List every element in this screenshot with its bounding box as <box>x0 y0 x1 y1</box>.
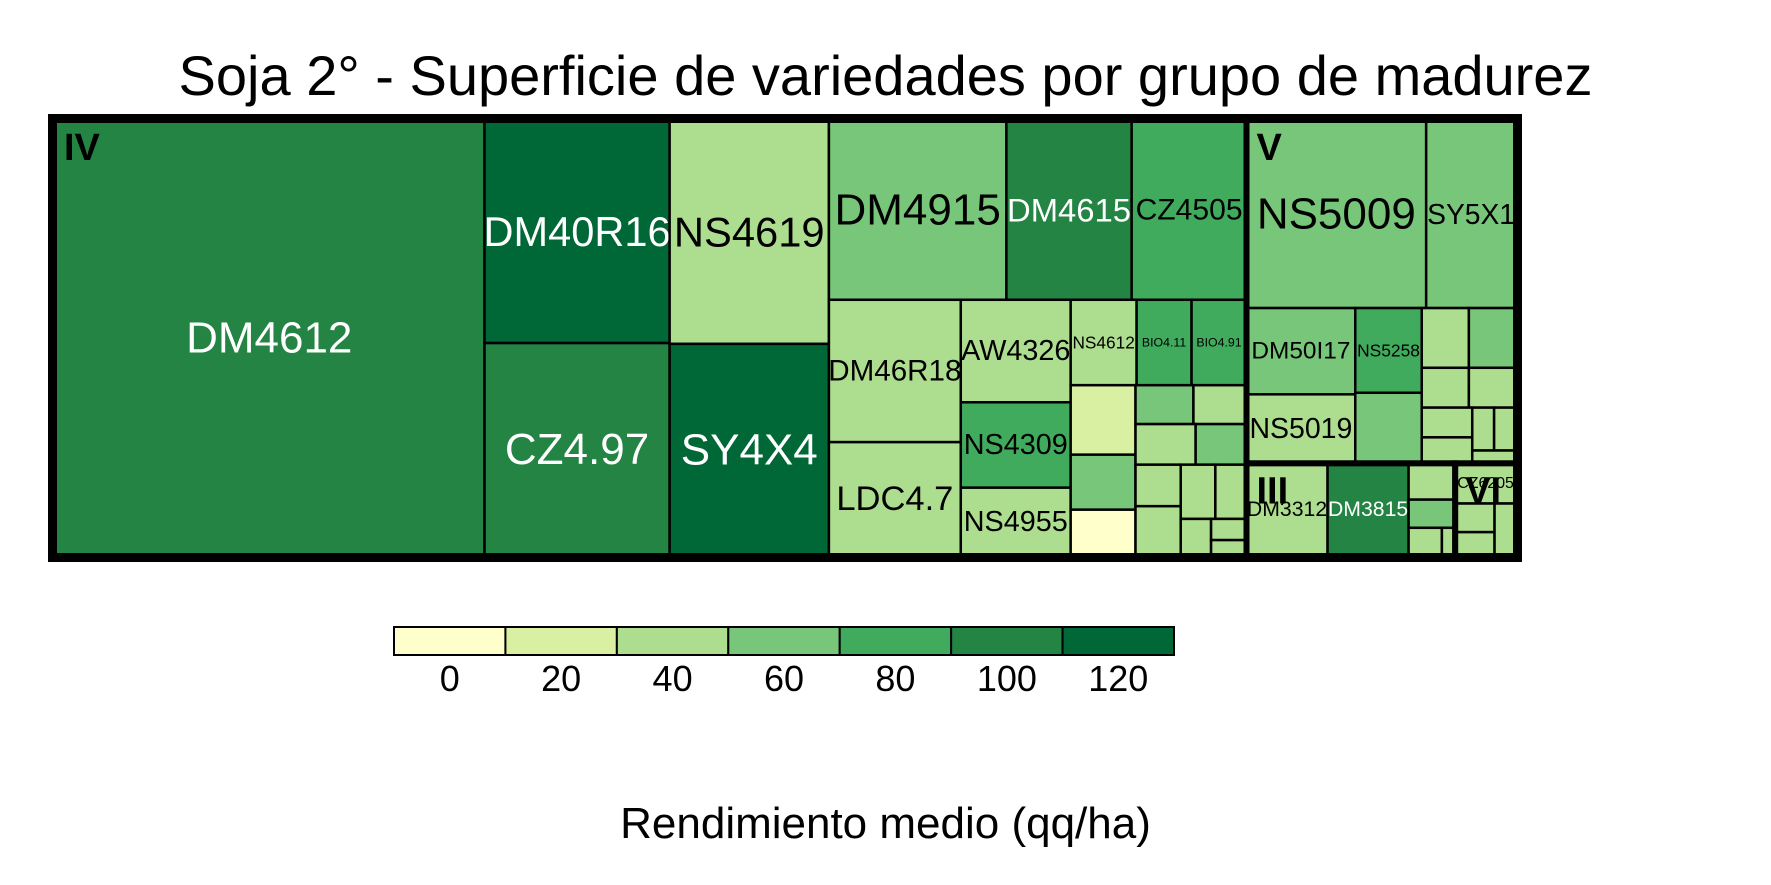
legend-swatch <box>393 626 507 656</box>
treemap-border <box>48 114 1522 562</box>
treemap-cell <box>1134 463 1182 508</box>
treemap-cell <box>1179 517 1213 558</box>
group-label: V <box>1257 127 1283 169</box>
cell-label: NS5019 <box>1249 413 1352 445</box>
cell-label: AW4326 <box>961 335 1070 367</box>
legend-swatch <box>838 626 953 656</box>
group-vi: CZ6205 <box>1453 462 1518 558</box>
treemap-cell <box>827 298 963 444</box>
treemap-cell <box>1420 366 1471 409</box>
treemap-cell <box>1179 463 1217 521</box>
treemap-cell <box>1492 406 1518 452</box>
legend-swatch <box>727 626 841 656</box>
treemap-cell <box>1407 526 1444 558</box>
treemap-cell <box>827 440 963 558</box>
cell-label: DM50I17 <box>1251 338 1350 365</box>
group-label: VI <box>1465 470 1501 512</box>
cell-label: SY4X4 <box>681 425 818 474</box>
legend-swatch <box>1061 626 1175 656</box>
legend-swatch <box>950 626 1064 656</box>
cell-label: NS4619 <box>674 208 825 255</box>
treemap-cell <box>1407 462 1457 501</box>
cell-label: BIO4.11 <box>1142 335 1186 349</box>
cell-label: NS4955 <box>964 506 1068 538</box>
cell-label: DM4612 <box>186 314 352 363</box>
treemap-cell <box>1069 383 1137 456</box>
cell-label: LDC4.7 <box>836 480 953 518</box>
legend-tick-label: 20 <box>541 658 581 699</box>
cell-label: NS4309 <box>964 429 1068 461</box>
treemap-cell <box>1069 453 1137 511</box>
treemap-cell <box>959 401 1072 489</box>
treemap-cell <box>1420 436 1474 465</box>
legend-tick-label: 80 <box>875 658 915 699</box>
cell-label: DM46R18 <box>828 354 961 387</box>
treemap-cell <box>483 341 671 558</box>
group-v: NS5009 SY5X1 DM50I17 NS5019 NS5258 <box>1245 118 1518 465</box>
treemap-cell <box>1453 462 1518 505</box>
treemap-cell <box>1134 504 1182 558</box>
cell-label: BIO4.91 <box>1196 335 1241 349</box>
treemap-cell <box>1470 406 1496 452</box>
group-iii: DM3312 DM3815 <box>1245 462 1457 558</box>
group-label: IV <box>64 127 101 169</box>
legend-swatch <box>615 626 730 656</box>
treemap-cell <box>1245 393 1357 465</box>
treemap-cell <box>1135 298 1193 387</box>
cell-label: DM3815 <box>1328 498 1408 521</box>
treemap-cell <box>1467 306 1518 370</box>
treemap-cell <box>1069 298 1138 387</box>
legend-tick-label: 60 <box>764 658 804 699</box>
cell-label: NS5009 <box>1257 190 1416 239</box>
treemap-cell <box>1245 118 1428 310</box>
treemap-cell <box>959 486 1072 558</box>
legend-swatch <box>504 626 618 656</box>
cell-label: SY5X1 <box>1427 198 1515 230</box>
treemap-cell <box>1245 462 1329 558</box>
treemap-cell <box>1467 366 1518 409</box>
legend-tick-label: 40 <box>653 658 693 699</box>
treemap-cell <box>1130 118 1248 302</box>
treemap-cell <box>52 118 486 558</box>
legend-title: Rendimiento medio (qq/ha) <box>620 799 1151 848</box>
treemap-cell <box>1354 391 1423 465</box>
treemap-cell <box>1326 462 1410 558</box>
treemap-cell <box>1214 463 1248 521</box>
treemap-cell <box>1069 508 1137 558</box>
cell-label: CZ4.97 <box>505 425 649 474</box>
treemap-cell <box>1424 118 1518 310</box>
cell-label: NS4612 <box>1072 332 1134 352</box>
treemap-cell <box>1407 498 1457 530</box>
treemap-cell <box>1453 530 1496 558</box>
cell-label: NS5258 <box>1357 340 1420 360</box>
treemap-cell <box>1192 383 1248 426</box>
cell-label: DM40R16 <box>484 208 671 255</box>
cell-label: CZ6205 <box>1457 475 1514 492</box>
treemap-cell <box>1134 422 1197 466</box>
treemap-cell <box>1209 517 1248 542</box>
group-label: III <box>1257 470 1289 512</box>
legend-tick-label: 0 <box>440 658 460 699</box>
legend-tick-label: 120 <box>1088 658 1148 699</box>
color-legend: 0 20 40 60 80 100 120 <box>393 626 1175 699</box>
treemap-cell <box>1420 306 1471 370</box>
treemap-cell <box>1134 383 1195 426</box>
treemap-cell <box>1420 406 1474 439</box>
cell-label: DM4915 <box>834 185 1000 234</box>
cell-label: DM4615 <box>1007 191 1131 228</box>
cell-label: CZ4505 <box>1136 193 1243 226</box>
treemap-cell <box>1190 298 1248 387</box>
legend-tick-label: 100 <box>977 658 1037 699</box>
cell-label: DM3312 <box>1247 498 1327 521</box>
chart-title: Soja 2° - Superficie de variedades por g… <box>178 44 1593 107</box>
treemap-cell <box>1194 422 1248 466</box>
